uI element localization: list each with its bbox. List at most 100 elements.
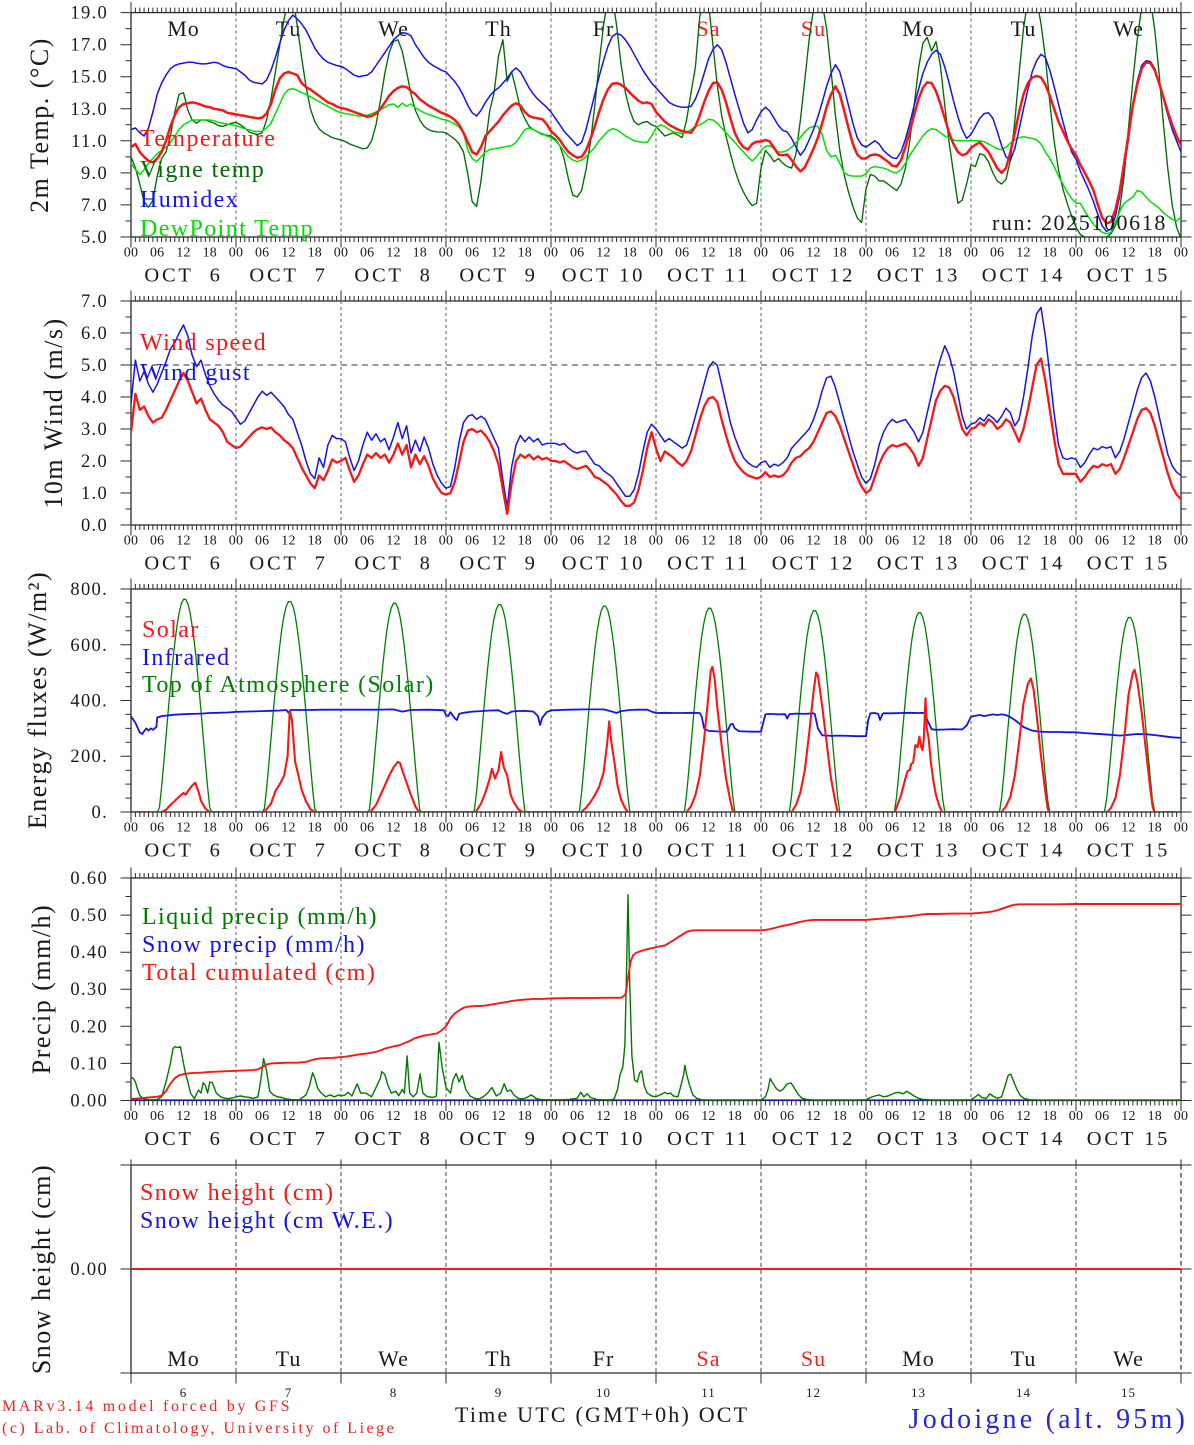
svg-text:18: 18 <box>413 1109 427 1124</box>
svg-text:17.0: 17.0 <box>70 36 108 56</box>
svg-text:06: 06 <box>780 821 794 836</box>
svg-text:OCT 15: OCT 15 <box>1087 265 1170 287</box>
svg-text:Snow height (cm W.E.): Snow height (cm W.E.) <box>140 1208 394 1234</box>
svg-text:OCT 8: OCT 8 <box>354 553 432 575</box>
svg-text:12: 12 <box>701 246 715 261</box>
svg-text:10m Wind (m/s): 10m Wind (m/s) <box>39 317 68 508</box>
svg-text:12: 12 <box>1016 534 1030 549</box>
svg-text:OCT 11: OCT 11 <box>667 840 750 862</box>
svg-text:06: 06 <box>360 1109 374 1124</box>
svg-text:00: 00 <box>229 246 243 261</box>
svg-text:4.0: 4.0 <box>81 388 108 408</box>
svg-text:OCT 11: OCT 11 <box>667 553 750 575</box>
svg-text:13: 13 <box>911 1385 926 1400</box>
svg-text:12: 12 <box>281 534 295 549</box>
svg-text:00: 00 <box>754 246 768 261</box>
svg-text:00: 00 <box>754 1109 768 1124</box>
svg-text:00: 00 <box>649 534 663 549</box>
svg-text:MARv3.14 model forced by GFS: MARv3.14 model forced by GFS <box>2 1398 292 1415</box>
svg-text:18: 18 <box>623 1109 637 1124</box>
svg-text:Jodoigne (alt. 95m): Jodoigne (alt. 95m) <box>909 1404 1188 1435</box>
svg-text:Precip (mm/h): Precip (mm/h) <box>27 904 56 1074</box>
svg-text:0.60: 0.60 <box>70 869 108 889</box>
svg-text:2.0: 2.0 <box>81 452 108 472</box>
svg-text:Liquid precip (mm/h): Liquid precip (mm/h) <box>142 904 378 930</box>
svg-text:18: 18 <box>728 821 742 836</box>
svg-text:06: 06 <box>255 1109 269 1124</box>
svg-text:Humidex: Humidex <box>140 187 239 213</box>
svg-text:00: 00 <box>649 821 663 836</box>
svg-text:18: 18 <box>1148 534 1162 549</box>
svg-text:00: 00 <box>649 246 663 261</box>
svg-text:18: 18 <box>518 821 532 836</box>
svg-text:12: 12 <box>911 246 925 261</box>
svg-text:18: 18 <box>518 534 532 549</box>
svg-text:06: 06 <box>150 246 164 261</box>
svg-text:00: 00 <box>334 1109 348 1124</box>
svg-text:00: 00 <box>964 246 978 261</box>
svg-text:18: 18 <box>308 821 322 836</box>
svg-text:12: 12 <box>176 534 190 549</box>
svg-text:18: 18 <box>833 534 847 549</box>
svg-text:Su: Su <box>801 16 826 41</box>
svg-text:Su: Su <box>801 1346 826 1371</box>
svg-text:12: 12 <box>911 534 925 549</box>
svg-text:06: 06 <box>465 246 479 261</box>
svg-text:12: 12 <box>1121 534 1135 549</box>
svg-text:06: 06 <box>675 534 689 549</box>
svg-text:18: 18 <box>938 534 952 549</box>
svg-text:18: 18 <box>623 246 637 261</box>
svg-text:OCT 6: OCT 6 <box>144 265 222 287</box>
svg-text:200.: 200. <box>70 747 108 767</box>
svg-text:06: 06 <box>990 534 1004 549</box>
svg-text:0.50: 0.50 <box>70 906 108 926</box>
svg-text:00: 00 <box>754 534 768 549</box>
svg-text:12: 12 <box>491 1109 505 1124</box>
svg-text:00: 00 <box>439 1109 453 1124</box>
svg-text:OCT 12: OCT 12 <box>772 840 855 862</box>
svg-text:00: 00 <box>754 821 768 836</box>
svg-text:00: 00 <box>859 821 873 836</box>
svg-text:06: 06 <box>150 1109 164 1124</box>
svg-text:06: 06 <box>885 246 899 261</box>
svg-text:00: 00 <box>544 1109 558 1124</box>
svg-text:OCT 10: OCT 10 <box>562 1128 645 1150</box>
svg-text:06: 06 <box>1095 246 1109 261</box>
svg-text:0.40: 0.40 <box>70 943 108 963</box>
svg-text:Time UTC (GMT+0h) OCT: Time UTC (GMT+0h) OCT <box>455 1402 749 1427</box>
svg-text:3.0: 3.0 <box>81 420 108 440</box>
svg-text:12: 12 <box>491 534 505 549</box>
svg-text:11.0: 11.0 <box>71 132 108 152</box>
svg-text:06: 06 <box>570 534 584 549</box>
svg-text:OCT 15: OCT 15 <box>1087 840 1170 862</box>
svg-text:06: 06 <box>465 534 479 549</box>
svg-text:OCT 9: OCT 9 <box>459 1128 537 1150</box>
svg-text:12: 12 <box>806 821 820 836</box>
svg-text:06: 06 <box>570 821 584 836</box>
svg-text:06: 06 <box>360 821 374 836</box>
svg-text:12: 12 <box>911 821 925 836</box>
svg-text:06: 06 <box>360 246 374 261</box>
svg-text:00: 00 <box>124 534 138 549</box>
svg-text:18: 18 <box>1148 246 1162 261</box>
svg-text:OCT 10: OCT 10 <box>562 840 645 862</box>
svg-text:18: 18 <box>413 534 427 549</box>
svg-text:Mo: Mo <box>167 16 200 41</box>
svg-text:OCT 11: OCT 11 <box>667 265 750 287</box>
svg-text:OCT 10: OCT 10 <box>562 265 645 287</box>
svg-text:18: 18 <box>938 1109 952 1124</box>
svg-text:Total cumulated (cm): Total cumulated (cm) <box>142 960 376 986</box>
svg-text:06: 06 <box>150 534 164 549</box>
svg-text:06: 06 <box>780 1109 794 1124</box>
svg-text:0.00: 0.00 <box>70 1260 108 1280</box>
svg-text:18: 18 <box>413 246 427 261</box>
svg-text:12: 12 <box>386 821 400 836</box>
svg-text:9: 9 <box>495 1385 503 1400</box>
svg-text:00: 00 <box>964 1109 978 1124</box>
svg-text:Snow precip (mm/h): Snow precip (mm/h) <box>142 932 366 958</box>
svg-text:OCT 14: OCT 14 <box>982 553 1065 575</box>
svg-text:00: 00 <box>334 246 348 261</box>
svg-text:12: 12 <box>1016 246 1030 261</box>
svg-text:8: 8 <box>390 1385 398 1400</box>
svg-text:0.20: 0.20 <box>70 1017 108 1037</box>
